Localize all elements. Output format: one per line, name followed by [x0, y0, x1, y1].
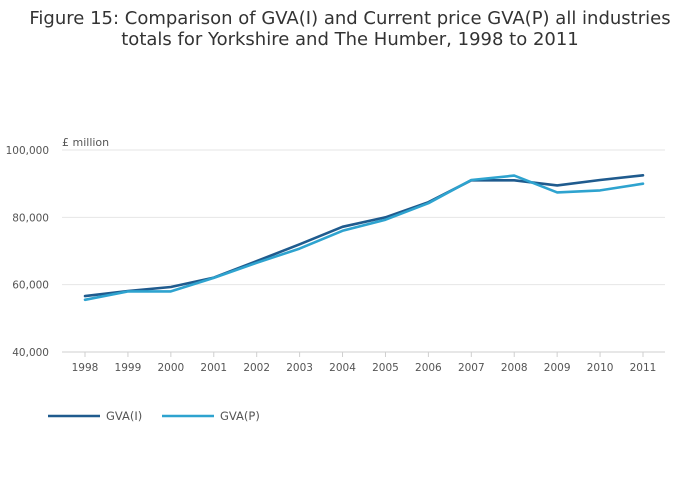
x-tick-label: 2003 [286, 362, 313, 374]
x-tick-label: 2010 [587, 362, 614, 374]
x-tick-label: 2005 [372, 362, 399, 374]
x-tick-label: 2000 [157, 362, 184, 374]
x-tick-label: 2007 [458, 362, 485, 374]
x-tick-label: 1999 [115, 362, 142, 374]
y-tick-label: 80,000 [12, 212, 49, 224]
x-tick-label: 1998 [72, 362, 99, 374]
x-tick-label: 2002 [243, 362, 270, 374]
chart-title-line-1: Figure 15: Comparison of GVA(I) and Curr… [29, 8, 671, 29]
chart-title-line-2: totals for Yorkshire and The Humber, 199… [121, 29, 579, 50]
x-tick-label: 2009 [544, 362, 571, 374]
series-lines [83, 174, 645, 302]
series-line-gva-i [83, 174, 645, 298]
x-tick-label: 2004 [329, 362, 356, 374]
y-axis-ticks: 40,000 60,000 80,000 100,000 [6, 145, 49, 359]
gridlines [62, 149, 665, 353]
legend: GVA(I) GVA(P) [48, 409, 260, 423]
chart-title: Figure 15: Comparison of GVA(I) and Curr… [0, 8, 700, 50]
y-tick-label: 60,000 [12, 280, 49, 292]
y-tick-label: 100,000 [6, 145, 49, 157]
legend-label: GVA(P) [220, 409, 260, 423]
x-tick-label: 2001 [200, 362, 227, 374]
x-axis: 1998 1999 2000 2001 2002 2003 2004 2005 2006 2007… [72, 352, 657, 374]
y-axis-unit-label: £ million [62, 136, 109, 149]
series-line-gva-p [83, 174, 645, 302]
y-tick-label: 40,000 [12, 347, 49, 359]
x-tick-label: 2008 [501, 362, 528, 374]
legend-label: GVA(I) [106, 409, 142, 423]
x-tick-label: 2006 [415, 362, 442, 374]
x-tick-label: 2011 [630, 362, 657, 374]
